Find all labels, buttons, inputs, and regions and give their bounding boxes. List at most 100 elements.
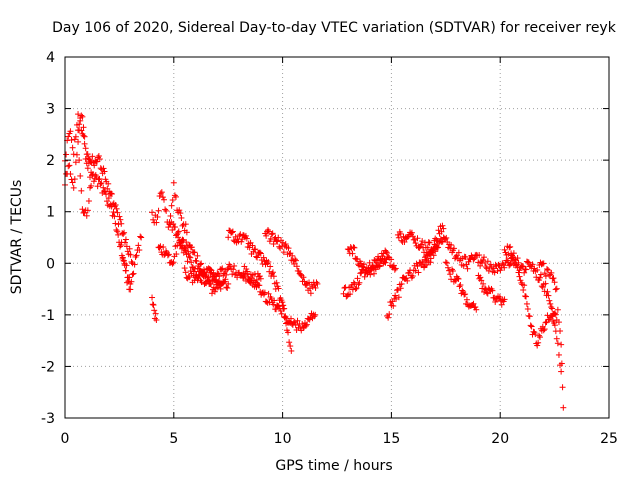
data-point bbox=[89, 171, 96, 178]
data-point bbox=[401, 238, 408, 245]
data-point bbox=[115, 221, 122, 228]
data-point bbox=[188, 244, 195, 251]
data-point bbox=[312, 284, 319, 291]
data-point bbox=[380, 260, 387, 267]
data-point bbox=[162, 206, 169, 213]
data-point bbox=[155, 207, 162, 214]
data-point bbox=[206, 278, 213, 285]
data-point bbox=[477, 274, 484, 281]
data-point bbox=[376, 263, 383, 270]
data-point bbox=[392, 292, 399, 299]
data-point bbox=[219, 265, 226, 272]
data-point bbox=[449, 267, 456, 274]
data-point bbox=[71, 176, 78, 183]
data-point bbox=[429, 247, 436, 254]
data-point bbox=[150, 216, 157, 223]
data-point bbox=[149, 209, 156, 216]
data-point bbox=[157, 190, 164, 197]
data-point bbox=[480, 280, 487, 287]
data-point bbox=[65, 133, 72, 140]
data-point bbox=[385, 253, 392, 260]
data-point bbox=[292, 257, 299, 264]
data-point bbox=[63, 151, 70, 158]
data-point bbox=[350, 244, 357, 251]
data-point bbox=[381, 259, 388, 266]
data-point bbox=[462, 254, 469, 261]
data-point bbox=[154, 213, 161, 220]
data-point bbox=[295, 268, 302, 275]
data-point bbox=[113, 205, 120, 212]
data-point bbox=[379, 253, 386, 260]
data-point bbox=[492, 298, 499, 305]
data-point bbox=[114, 209, 121, 216]
data-point bbox=[101, 168, 108, 175]
data-point bbox=[175, 228, 182, 235]
data-point bbox=[537, 271, 544, 278]
data-point bbox=[201, 281, 208, 288]
x-tick-label: 10 bbox=[274, 431, 292, 447]
data-point bbox=[112, 201, 119, 208]
data-point bbox=[425, 249, 432, 256]
data-point bbox=[238, 238, 245, 245]
data-point bbox=[170, 179, 177, 186]
data-point bbox=[76, 127, 83, 134]
data-point bbox=[554, 340, 561, 347]
data-point bbox=[526, 313, 533, 320]
data-point bbox=[414, 263, 421, 270]
data-point bbox=[510, 250, 517, 257]
data-point bbox=[67, 128, 74, 135]
data-point bbox=[249, 242, 256, 249]
data-point bbox=[392, 265, 399, 272]
data-point bbox=[256, 282, 263, 289]
data-point bbox=[82, 155, 89, 162]
data-point bbox=[137, 233, 144, 240]
data-point bbox=[84, 207, 91, 214]
data-point bbox=[245, 273, 252, 280]
data-point bbox=[352, 285, 359, 292]
data-point bbox=[384, 249, 391, 256]
data-point bbox=[351, 244, 358, 251]
data-point bbox=[197, 261, 204, 268]
data-point bbox=[247, 271, 254, 278]
data-point bbox=[394, 231, 401, 238]
data-point bbox=[254, 254, 261, 261]
data-point bbox=[77, 172, 84, 179]
data-point bbox=[270, 301, 277, 308]
plot-frame bbox=[64, 56, 610, 419]
data-point bbox=[484, 258, 491, 265]
data-point bbox=[136, 247, 143, 254]
x-tick-label: 15 bbox=[382, 431, 400, 447]
data-point bbox=[435, 227, 442, 234]
data-point bbox=[297, 271, 304, 278]
data-point bbox=[551, 310, 558, 317]
data-point bbox=[168, 202, 175, 209]
data-point bbox=[122, 267, 129, 274]
data-point bbox=[125, 274, 132, 281]
data-point bbox=[193, 258, 200, 265]
data-point bbox=[269, 269, 276, 276]
data-point bbox=[293, 263, 300, 270]
data-point bbox=[444, 264, 451, 271]
data-point bbox=[555, 319, 562, 326]
data-point bbox=[282, 241, 289, 248]
data-point bbox=[173, 251, 180, 258]
data-point bbox=[294, 317, 301, 324]
data-point bbox=[523, 266, 530, 273]
data-point bbox=[286, 339, 293, 346]
data-point bbox=[79, 113, 86, 120]
data-point bbox=[306, 285, 313, 292]
data-point bbox=[113, 226, 120, 233]
data-point bbox=[151, 315, 158, 322]
data-point bbox=[551, 322, 558, 329]
data-point bbox=[120, 230, 127, 237]
data-point bbox=[462, 291, 469, 298]
data-point bbox=[534, 342, 541, 349]
data-point bbox=[100, 165, 107, 172]
data-point bbox=[292, 256, 299, 263]
data-point bbox=[69, 179, 76, 186]
data-point bbox=[522, 293, 529, 300]
data-point bbox=[257, 275, 264, 282]
data-point bbox=[559, 384, 566, 391]
data-point bbox=[129, 271, 136, 278]
data-point bbox=[153, 317, 160, 324]
